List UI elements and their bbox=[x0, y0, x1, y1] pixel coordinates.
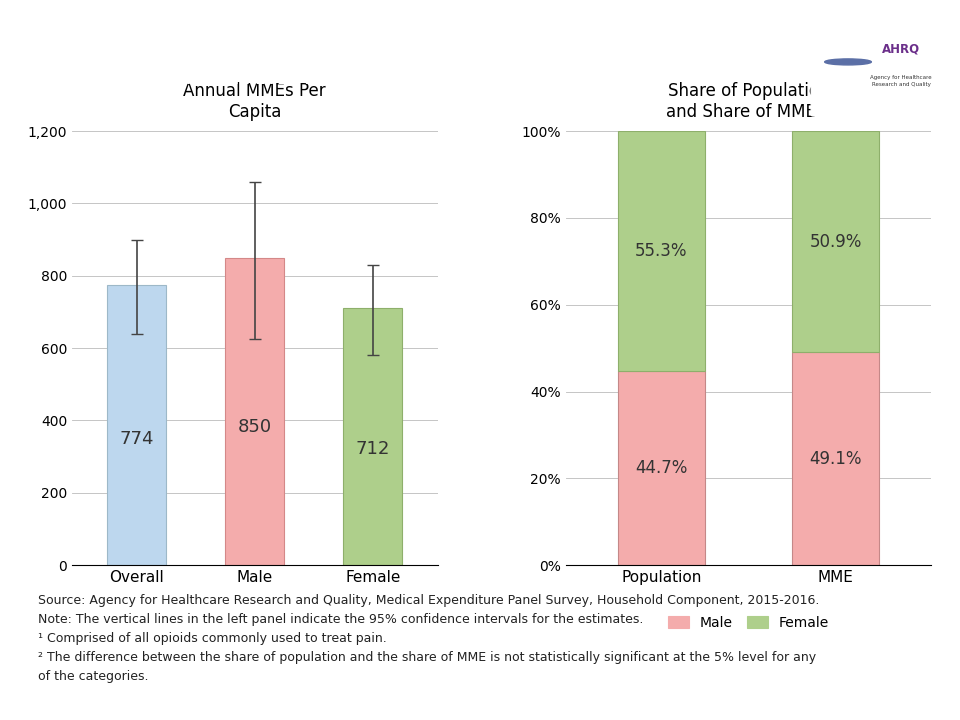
Text: AHRQ: AHRQ bbox=[882, 42, 921, 55]
Text: 55.3%: 55.3% bbox=[636, 242, 687, 260]
Text: Agency for Healthcare
Research and Quality: Agency for Healthcare Research and Quali… bbox=[871, 76, 932, 86]
Text: 49.1%: 49.1% bbox=[809, 449, 862, 467]
Bar bbox=[226, 258, 284, 565]
Legend: Male, Female: Male, Female bbox=[668, 616, 828, 629]
FancyBboxPatch shape bbox=[811, 7, 960, 117]
Bar bbox=[344, 307, 402, 565]
Bar bbox=[108, 285, 166, 565]
Text: 50.9%: 50.9% bbox=[809, 233, 862, 251]
Text: 850: 850 bbox=[238, 418, 272, 436]
Text: Figure 1b: Annual Morphine Milligram Equivalents (MMEs) of outpatient prescripti: Figure 1b: Annual Morphine Milligram Equ… bbox=[43, 32, 790, 87]
Bar bbox=[792, 131, 879, 352]
Text: Source: Agency for Healthcare Research and Quality, Medical Expenditure Panel Su: Source: Agency for Healthcare Research a… bbox=[38, 594, 820, 683]
Title: Share of Population
and Share of MMEs²: Share of Population and Share of MMEs² bbox=[665, 82, 831, 121]
Bar bbox=[792, 352, 879, 565]
Text: 712: 712 bbox=[355, 440, 390, 458]
Title: Annual MMEs Per
Capita: Annual MMEs Per Capita bbox=[183, 82, 326, 121]
Bar bbox=[618, 131, 705, 371]
Text: 44.7%: 44.7% bbox=[636, 459, 687, 477]
Bar bbox=[618, 371, 705, 565]
Text: 774: 774 bbox=[120, 430, 155, 448]
Circle shape bbox=[825, 59, 872, 65]
